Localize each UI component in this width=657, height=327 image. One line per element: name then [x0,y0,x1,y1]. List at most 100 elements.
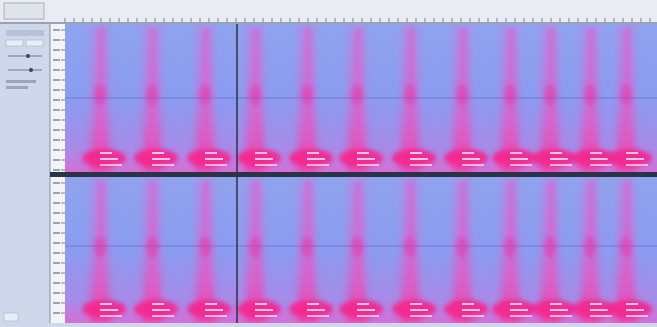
spectral-harmonic [462,315,484,317]
pan-thumb[interactable] [29,68,33,72]
spectral-harmonic [100,315,122,317]
spectral-harmonic [626,158,644,160]
axis-tick-label [53,29,60,31]
axis-tick-label [53,222,60,224]
spectral-peak [456,85,468,105]
gain-thumb[interactable] [26,54,30,58]
spectral-harmonic [550,309,568,311]
spectral-harmonic [357,152,369,154]
spectral-harmonic [510,303,522,305]
spectral-harmonic [152,315,174,317]
spectral-harmonic [152,164,174,166]
spectral-harmonic [205,158,223,160]
spectral-harmonic [626,152,638,154]
spectral-peak [199,237,211,257]
spectral-peak [199,85,211,105]
spectral-harmonic [100,309,118,311]
spectral-harmonic [510,152,522,154]
spectral-harmonic [590,158,608,160]
axis-tick-label [53,202,60,204]
axis-tick-label [53,302,60,304]
spectral-harmonic [626,303,638,305]
axis-tick-label [53,242,60,244]
axis-tick-label [53,192,60,194]
spectral-harmonic [307,158,325,160]
spectral-harmonic [410,303,422,305]
spectral-peak [301,237,313,257]
spectral-harmonic [357,303,369,305]
spectral-harmonic [205,309,223,311]
spectral-harmonic [152,309,170,311]
axis-tick-label [53,99,60,101]
spectral-harmonic [550,152,562,154]
spectral-harmonic [357,309,375,311]
spectral-harmonic [626,315,648,317]
spectral-peak [544,237,556,257]
ruler-border [0,22,657,24]
spectral-peak [544,85,556,105]
spectral-harmonic [255,309,273,311]
spectral-harmonic [307,164,329,166]
solo-button[interactable] [26,40,43,46]
axis-tick-label [53,49,60,51]
axis-tick-label [53,232,60,234]
spectral-harmonic [590,164,612,166]
ruler-control[interactable] [4,3,44,19]
spectral-harmonic [205,315,227,317]
spectral-harmonic [550,158,568,160]
axis-tick-label [53,139,60,141]
spectral-harmonic [462,152,474,154]
spectral-harmonic [626,164,648,166]
axis-tick-label [53,292,60,294]
spectral-harmonic [550,315,572,317]
spectral-harmonic [255,152,267,154]
axis-tick-label [53,282,60,284]
spectral-peak [94,85,106,105]
track-name-button[interactable] [6,30,44,36]
spectral-harmonic [410,158,428,160]
spectral-harmonic [255,315,277,317]
spectral-harmonic [510,158,528,160]
spectral-harmonic [410,152,422,154]
spectral-harmonic [462,309,480,311]
spectral-harmonic [357,158,375,160]
axis-tick-label [53,149,60,151]
axis-tick-label [53,169,60,171]
mute-button[interactable] [6,40,23,46]
spectral-harmonic [510,164,532,166]
spectral-harmonic [100,158,118,160]
spectral-harmonic [205,303,217,305]
spectral-harmonic [307,309,325,311]
spectral-peak [620,85,632,105]
spectral-harmonic [307,303,319,305]
spectral-peak [146,85,158,105]
axis-tick-label [53,272,60,274]
spectral-harmonic [510,309,528,311]
axis-tick-label [53,252,60,254]
spectral-harmonic [255,158,273,160]
spectral-harmonic [462,158,480,160]
axis-tick-label [53,119,60,121]
audio-editor [0,0,657,327]
timeline-ruler[interactable] [0,0,657,22]
spectral-harmonic [307,152,319,154]
spectral-harmonic [590,309,608,311]
spectral-harmonic [357,164,379,166]
axis-tick-label [53,59,60,61]
spectral-harmonic [152,158,170,160]
collapse-button[interactable] [4,313,18,321]
spectral-harmonic [510,315,532,317]
track-control-panel [0,24,50,327]
axis-tick-label [53,312,60,314]
spectral-harmonic [100,164,122,166]
spectral-harmonic [100,303,112,305]
axis-tick-label [53,182,60,184]
axis-tick-label [53,69,60,71]
spectral-harmonic [590,315,612,317]
spectral-peak [146,237,158,257]
spectral-harmonic [550,164,572,166]
spectral-peak [504,85,516,105]
axis-tick-label [53,159,60,161]
spectral-harmonic [255,303,267,305]
spectral-harmonic [590,303,602,305]
